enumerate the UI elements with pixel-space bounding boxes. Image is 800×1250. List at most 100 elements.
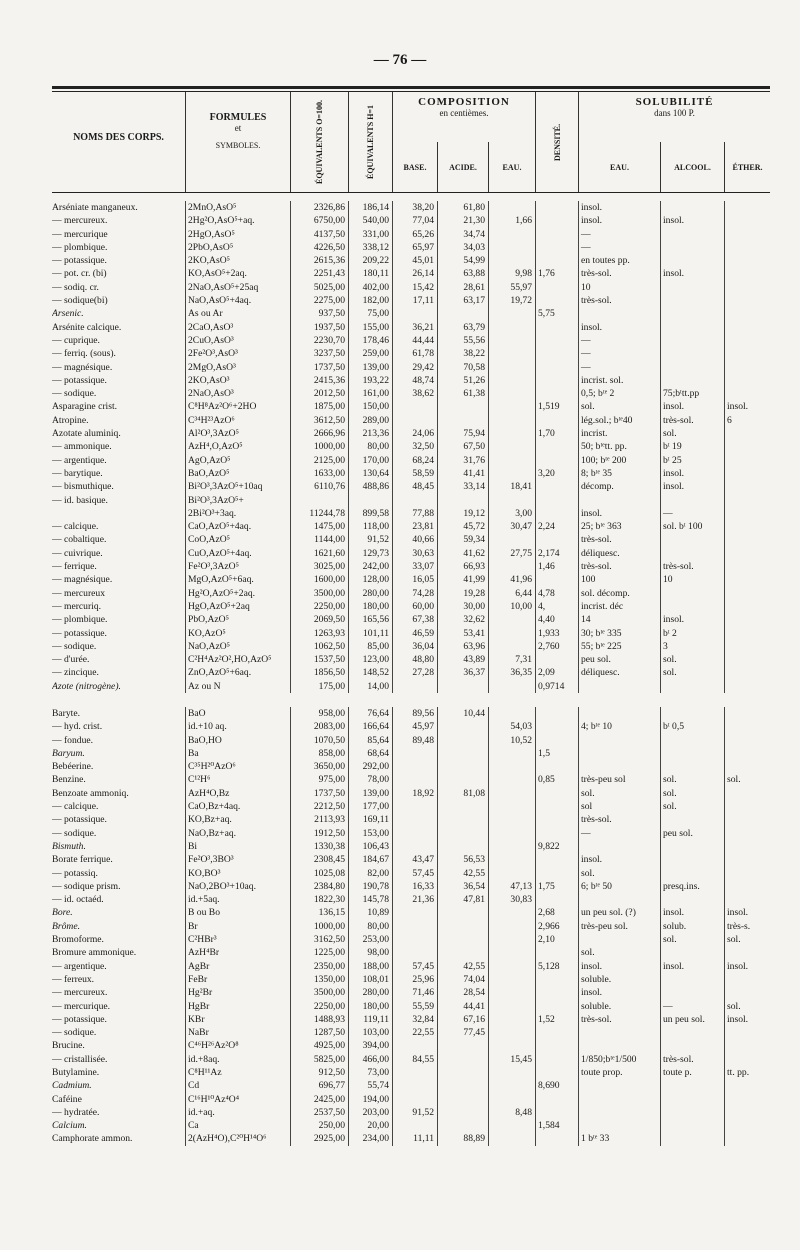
cell-name: — sodique. (52, 640, 97, 652)
cell-eq-o: 1475,00 (290, 520, 348, 534)
cell-acide (437, 813, 488, 827)
col-eau: EAU. (488, 142, 535, 192)
cell-sol-ether (724, 613, 770, 627)
table-row: — id. octaéd. id.+5aq. 1822,30 145,78 21,36 4… (52, 893, 770, 907)
cell-eq-o: 2125,00 (290, 453, 348, 467)
cell-densite: 1,5 (535, 746, 578, 761)
table-row: — sodique. 2NaO,AsO³ 2012,50 161,00 38,62 61,… (52, 387, 770, 401)
cell-densite: 1,76 (535, 267, 578, 281)
cell-acide (437, 1079, 488, 1093)
cell-sol-eau: 6; bᵗᵉ 50 (578, 879, 660, 894)
cell-base (392, 826, 437, 840)
table-row: — sodique(bi) NaO,AsO⁵+4aq. 2275,00 182,00 1… (52, 294, 770, 308)
cell-base: 16,05 (392, 573, 437, 587)
cell-densite: 1,70 (535, 427, 578, 441)
cell-eau (488, 254, 535, 268)
cell-sol-alcool: sol. (660, 786, 724, 801)
cell-densite (535, 653, 578, 667)
cell-eq-o: 175,00 (290, 679, 348, 693)
cell-eq-h: 213,36 (348, 427, 392, 441)
cell-eq-o: 2275,00 (290, 294, 348, 308)
cell-densite: 2,174 (535, 546, 578, 561)
cell-sol-eau: sol (578, 800, 660, 814)
cell-eq-h: 166,64 (348, 720, 392, 734)
cell-sol-alcool (660, 1105, 724, 1120)
table-row: — cobaltique. CoO,AzO⁵ 1144,00 91,52 40,66 59… (52, 533, 770, 547)
text: et (234, 123, 242, 133)
cell-sol-ether (724, 560, 770, 574)
cell-name: — cuivrique. (52, 547, 103, 559)
cell-eau: 10,52 (488, 733, 535, 747)
cell-sol-alcool (660, 254, 724, 268)
cell-eau (488, 427, 535, 441)
cell-acide (437, 1119, 488, 1133)
text: en centièmes. (439, 108, 489, 118)
cell-sol-eau: 0,5; bᵗᵉ 2 (578, 387, 660, 401)
cell-sol-eau (578, 893, 660, 907)
cell-base: 48,45 (392, 480, 437, 494)
cell-eq-h: 203,00 (348, 1105, 392, 1120)
cell-eq-o: 1488,93 (290, 1012, 348, 1027)
page-number: — 76 — (373, 52, 427, 68)
cell-eau (488, 560, 535, 574)
cell-acide: 63,96 (437, 639, 488, 654)
text: SYMBOLES. (215, 141, 261, 150)
cell-formula: C⁸H¹¹Az (185, 1066, 290, 1080)
cell-eq-h: 108,01 (348, 972, 392, 987)
cell-name: — sodique. (52, 827, 97, 839)
cell-eq-o: 1912,50 (290, 826, 348, 840)
cell-base (392, 773, 437, 787)
cell-formula: C²HBr³ (185, 933, 290, 947)
cell-base: 36,04 (392, 639, 437, 654)
cell-formula: As ou Ar (185, 307, 290, 321)
cell-sol-alcool: un peu sol. (660, 1012, 724, 1027)
cell-sol-alcool (660, 853, 724, 867)
cell-base (392, 946, 437, 960)
cell-eau: 9,98 (488, 267, 535, 281)
cell-eq-o: 2012,50 (290, 387, 348, 401)
cell-base: 30,63 (392, 546, 437, 561)
cell-eq-h: 150,00 (348, 400, 392, 414)
cell-sol-eau: en toutes pp. (578, 254, 660, 268)
cell-acide (437, 746, 488, 761)
cell-eq-h: 182,00 (348, 294, 392, 308)
cell-eau: 1,66 (488, 214, 535, 228)
cell-eq-h: 180,00 (348, 599, 392, 614)
cell-sol-eau: incrist. (578, 427, 660, 441)
cell-sol-ether (724, 440, 770, 454)
cell-acide: 10,44 (437, 706, 488, 721)
cell-sol-ether (724, 427, 770, 441)
cell-eq-o: 3500,00 (290, 986, 348, 1000)
cell-formula: C⁴⁶H²⁶Az²O⁸ (185, 1039, 290, 1053)
cell-formula: HgBr (185, 999, 290, 1013)
cell-name: — sodiq. cr. (52, 281, 99, 293)
cell-densite: 1,52 (535, 1012, 578, 1027)
cell-sol-ether: insol. (724, 959, 770, 973)
cell-sol-ether (724, 839, 770, 854)
cell-formula: 2MnO,AsO⁵ (185, 201, 290, 215)
cell-sol-alcool: toute p. (660, 1066, 724, 1080)
cell-formula: PbO,AzO⁵ (185, 613, 290, 627)
table-row: — mercureux. 2Hg²O,AsO⁵+aq. 6750,00 540,00 7… (52, 214, 770, 228)
cell-eq-o: 1822,30 (290, 893, 348, 907)
cell-base: 48,80 (392, 653, 437, 667)
cell-densite: 2,760 (535, 639, 578, 654)
cell-densite (535, 480, 578, 494)
cell-acide: 21,30 (437, 214, 488, 228)
cell-sol-ether (724, 294, 770, 308)
cell-acide: 81,08 (437, 786, 488, 801)
cell-sol-alcool: sol. (660, 933, 724, 947)
cell-acide: 42,55 (437, 866, 488, 880)
cell-sol-ether (724, 866, 770, 880)
cell-name: — d'urée. (52, 654, 90, 666)
cell-eq-o: 2384,80 (290, 879, 348, 894)
cell-eq-o: 250,00 (290, 1119, 348, 1133)
cell-formula: AgBr (185, 959, 290, 973)
cell-sol-ether (724, 254, 770, 268)
cell-eq-h: 103,00 (348, 1026, 392, 1040)
cell-eq-o: 958,00 (290, 706, 348, 721)
cell-sol-eau: insol. (578, 320, 660, 334)
table-row: — ferreux. FeBr 1350,00 108,01 25,96 74,04 sol… (52, 972, 770, 987)
cell-acide (437, 493, 488, 507)
cell-name: Baryte. (52, 707, 80, 719)
